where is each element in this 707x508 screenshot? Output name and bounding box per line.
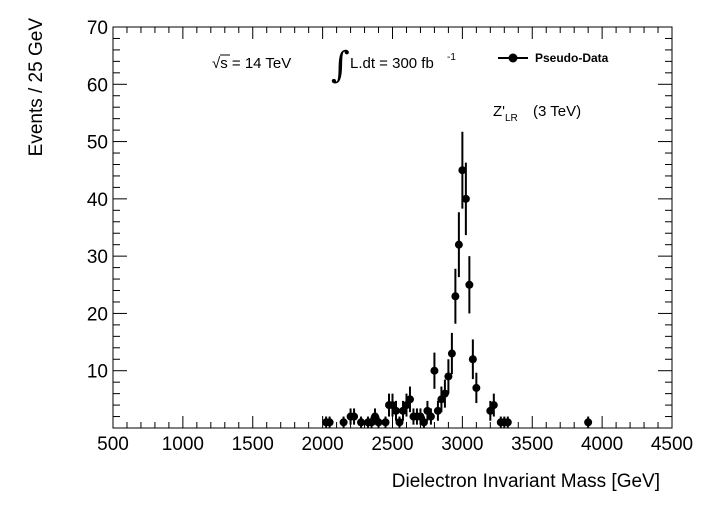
- data-point: [584, 416, 593, 428]
- x-tick-label: 2500: [371, 434, 413, 455]
- data-marker: [405, 395, 414, 404]
- data-marker: [419, 418, 428, 427]
- y-tick-label: 30: [87, 247, 108, 268]
- data-point: [468, 339, 477, 380]
- legend: Pseudo-Data: [498, 51, 609, 65]
- data-marker: [461, 194, 470, 203]
- data-marker: [339, 418, 348, 427]
- integral-sign: ∫: [331, 45, 350, 86]
- data-point: [433, 400, 442, 421]
- data-marker: [444, 372, 453, 381]
- y-tick-label: 50: [87, 133, 108, 154]
- data-marker: [454, 240, 463, 249]
- data-marker: [371, 412, 380, 421]
- data-point: [458, 131, 467, 209]
- data-marker: [402, 401, 411, 410]
- data-marker: [458, 166, 467, 175]
- data-marker: [440, 389, 449, 398]
- x-tick-label: 3000: [441, 434, 483, 455]
- data-point: [405, 386, 414, 413]
- data-marker: [430, 366, 439, 375]
- data-marker: [468, 355, 477, 364]
- data-marker: [374, 418, 383, 427]
- data-marker: [433, 406, 442, 415]
- x-tick-label: 1000: [162, 434, 204, 455]
- data-point: [465, 256, 474, 314]
- data-marker: [388, 401, 397, 410]
- x-tick-label: 3500: [511, 434, 553, 455]
- data-marker: [472, 383, 481, 392]
- data-point: [440, 379, 449, 408]
- data-marker: [503, 418, 512, 427]
- x-tick-label: 4000: [581, 434, 623, 455]
- data-marker: [465, 280, 474, 289]
- x-tick-label: 500: [97, 434, 129, 455]
- x-axis-title: Dielectron Invariant Mass [GeV]: [392, 471, 660, 492]
- model-subscript: LR: [505, 113, 518, 124]
- data-point: [325, 416, 334, 428]
- plot-frame: [112, 26, 673, 429]
- data-marker: [350, 412, 359, 421]
- data-point: [430, 352, 439, 389]
- sqrt-s-label: √s = 14 TeV: [212, 55, 291, 72]
- data-point: [447, 332, 456, 375]
- data-point: [357, 416, 366, 428]
- data-point: [339, 416, 348, 428]
- data-point: [426, 408, 435, 425]
- data-point: [461, 162, 470, 236]
- data-marker: [325, 418, 334, 427]
- data-marker: [391, 406, 400, 415]
- data-marker: [416, 412, 425, 421]
- y-axis-title: Events / 25 GeV: [26, 18, 47, 157]
- data-point: [419, 416, 428, 428]
- data-marker: [423, 406, 432, 415]
- data-marker: [489, 401, 498, 410]
- y-tick-label: 70: [87, 18, 108, 39]
- data-point: [454, 212, 463, 278]
- data-point: [437, 386, 446, 413]
- data-marker: [486, 406, 495, 415]
- y-tick-label: 20: [87, 304, 108, 325]
- data-marker: [395, 418, 404, 427]
- data-point: [374, 416, 383, 428]
- data-point: [350, 408, 359, 425]
- data-marker: [447, 349, 456, 358]
- data-point: [503, 416, 512, 428]
- data-marker: [451, 292, 460, 301]
- data-point: [444, 359, 453, 394]
- data-point: [395, 416, 404, 428]
- y-tick-label: 10: [87, 362, 108, 383]
- data-point: [451, 268, 460, 324]
- model-mass: (3 TeV): [533, 103, 581, 120]
- data-point: [391, 400, 400, 421]
- data-marker: [426, 412, 435, 421]
- legend-marker: [508, 53, 518, 63]
- y-tick-label: 40: [87, 190, 108, 211]
- luminosity-label: L.dt = 300 fb: [350, 55, 434, 72]
- model-label: Z': [493, 103, 505, 120]
- y-tick-label: 60: [87, 75, 108, 96]
- data-point: [472, 372, 481, 404]
- x-tick-label: 1500: [232, 434, 274, 455]
- data-marker: [381, 418, 390, 427]
- x-tick-label: 4500: [651, 434, 693, 455]
- data-marker: [357, 418, 366, 427]
- luminosity-exponent: -1: [447, 52, 456, 63]
- data-point: [489, 393, 498, 417]
- data-marker: [367, 418, 376, 427]
- x-tick-label: 2000: [301, 434, 343, 455]
- data-point: [381, 416, 390, 428]
- data-marker: [398, 406, 407, 415]
- legend-label: Pseudo-Data: [535, 51, 609, 65]
- data-marker: [437, 395, 446, 404]
- data-marker: [584, 418, 593, 427]
